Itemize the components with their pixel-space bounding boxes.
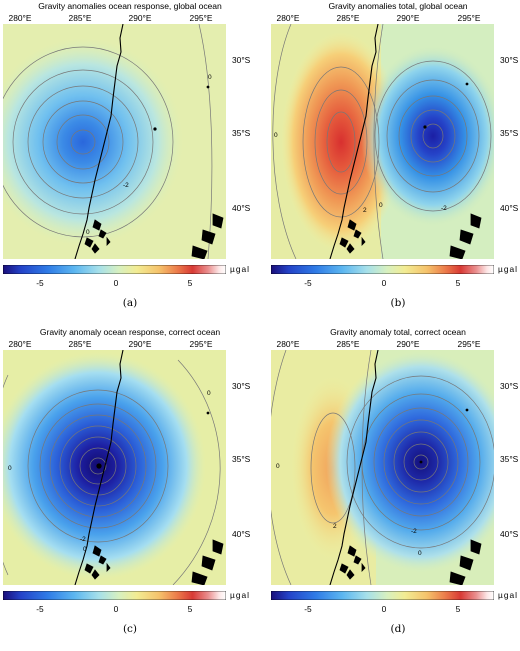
lon-tick: 280°E	[276, 13, 300, 23]
lon-tick: 285°E	[68, 339, 92, 349]
panel-title: Gravity anomaly total, correct ocean	[330, 327, 466, 337]
contour-label: 0	[8, 465, 12, 472]
contour-label: 0	[276, 463, 280, 470]
contour-label: -2	[80, 536, 86, 543]
panel-caption: (c)	[122, 623, 138, 635]
panel-caption: (b)	[390, 297, 406, 309]
lon-tick: 290°E	[396, 13, 420, 23]
colorbar	[271, 591, 494, 600]
lon-tick: 280°E	[8, 339, 32, 349]
contour-lines	[272, 24, 492, 259]
colorbar-tick: 5	[187, 278, 193, 288]
negative-anomaly	[3, 38, 183, 246]
contour-label: 0	[274, 132, 278, 139]
colorbar-tick: -5	[304, 278, 312, 288]
map-frame: 0 2 0 -2	[271, 24, 494, 259]
lat-tick: 40°S	[500, 529, 519, 539]
lat-tick: 30°S	[500, 381, 519, 391]
colorbar-tick: 0	[113, 278, 119, 288]
panel-b: Gravity anomalies total, global ocean 28…	[268, 0, 520, 325]
lon-tick: 295°E	[457, 339, 481, 349]
contour-label: 2	[363, 207, 367, 214]
panel-title: Gravity anomalies ocean response, global…	[38, 1, 222, 11]
contour-label: 0	[418, 550, 422, 557]
colorbar	[3, 591, 226, 600]
lon-tick: 290°E	[128, 13, 152, 23]
positive-anomaly	[281, 32, 401, 252]
lat-tick: 35°S	[500, 454, 519, 464]
colorbar	[3, 265, 226, 274]
contour-label: 0	[83, 546, 87, 553]
lon-tick: 285°E	[336, 339, 360, 349]
contour-label: -2	[123, 182, 129, 189]
lon-tick: 280°E	[276, 339, 300, 349]
map-frame: 0 -2 0	[3, 24, 226, 259]
contour-label: 0	[86, 229, 90, 236]
lon-tick: 280°E	[8, 13, 32, 23]
lon-tick: 290°E	[128, 339, 152, 349]
contour-label: -2	[411, 528, 417, 535]
contour-label: 0	[207, 390, 211, 397]
contour-label: -2	[441, 205, 447, 212]
panel-title: Gravity anomaly ocean response, correct …	[39, 327, 221, 337]
colorbar-tick: -5	[36, 278, 44, 288]
contour-label: 2	[333, 523, 337, 530]
colorbar-tick: 5	[455, 604, 461, 614]
lon-tick: 295°E	[457, 13, 481, 23]
lat-tick: 30°S	[232, 55, 251, 65]
coastline	[329, 24, 482, 259]
contour-label: 0	[379, 202, 383, 209]
coastline	[74, 24, 224, 259]
lat-tick: 30°S	[232, 381, 251, 391]
colorbar-unit: µgal	[498, 590, 519, 600]
lat-tick: 35°S	[232, 454, 251, 464]
contour-label: 0	[208, 74, 212, 81]
lat-tick: 40°S	[232, 529, 251, 539]
negative-anomaly	[326, 350, 494, 574]
negative-anomaly	[361, 44, 494, 228]
colorbar-unit: µgal	[230, 264, 251, 274]
panel-d: Gravity anomaly total, correct ocean 280…	[268, 326, 520, 651]
contour-lines	[3, 359, 221, 585]
colorbar-tick: 5	[187, 604, 193, 614]
map-frame: 0 2 -2 0	[271, 350, 494, 585]
colorbar-tick: 5	[455, 278, 461, 288]
lat-tick: 40°S	[500, 203, 519, 213]
lat-tick: 30°S	[500, 55, 519, 65]
panel-title: Gravity anomalies total, global ocean	[328, 1, 468, 11]
colorbar-tick: 0	[381, 278, 387, 288]
colorbar-unit: µgal	[498, 264, 519, 274]
panel-c: Gravity anomaly ocean response, correct …	[0, 326, 260, 651]
contour-lines	[271, 350, 494, 585]
colorbar-tick: -5	[36, 604, 44, 614]
contour-lines	[3, 24, 213, 259]
coastline	[74, 350, 224, 585]
panel-caption: (a)	[122, 297, 138, 309]
colorbar	[271, 265, 494, 274]
colorbar-tick: 0	[381, 604, 387, 614]
lon-tick: 295°E	[189, 13, 213, 23]
lat-tick: 40°S	[232, 203, 251, 213]
lat-tick: 35°S	[232, 128, 251, 138]
colorbar-tick: -5	[304, 604, 312, 614]
lat-tick: 35°S	[500, 128, 519, 138]
lon-tick: 285°E	[336, 13, 360, 23]
colorbar-unit: µgal	[230, 590, 251, 600]
coastline	[329, 350, 482, 585]
map-frame: 0 0 -2 0	[3, 350, 226, 585]
panel-caption: (d)	[390, 623, 406, 635]
lon-tick: 295°E	[189, 339, 213, 349]
panel-a: Gravity anomalies ocean response, global…	[0, 0, 260, 325]
lon-tick: 285°E	[68, 13, 92, 23]
lon-tick: 290°E	[396, 339, 420, 349]
colorbar-tick: 0	[113, 604, 119, 614]
